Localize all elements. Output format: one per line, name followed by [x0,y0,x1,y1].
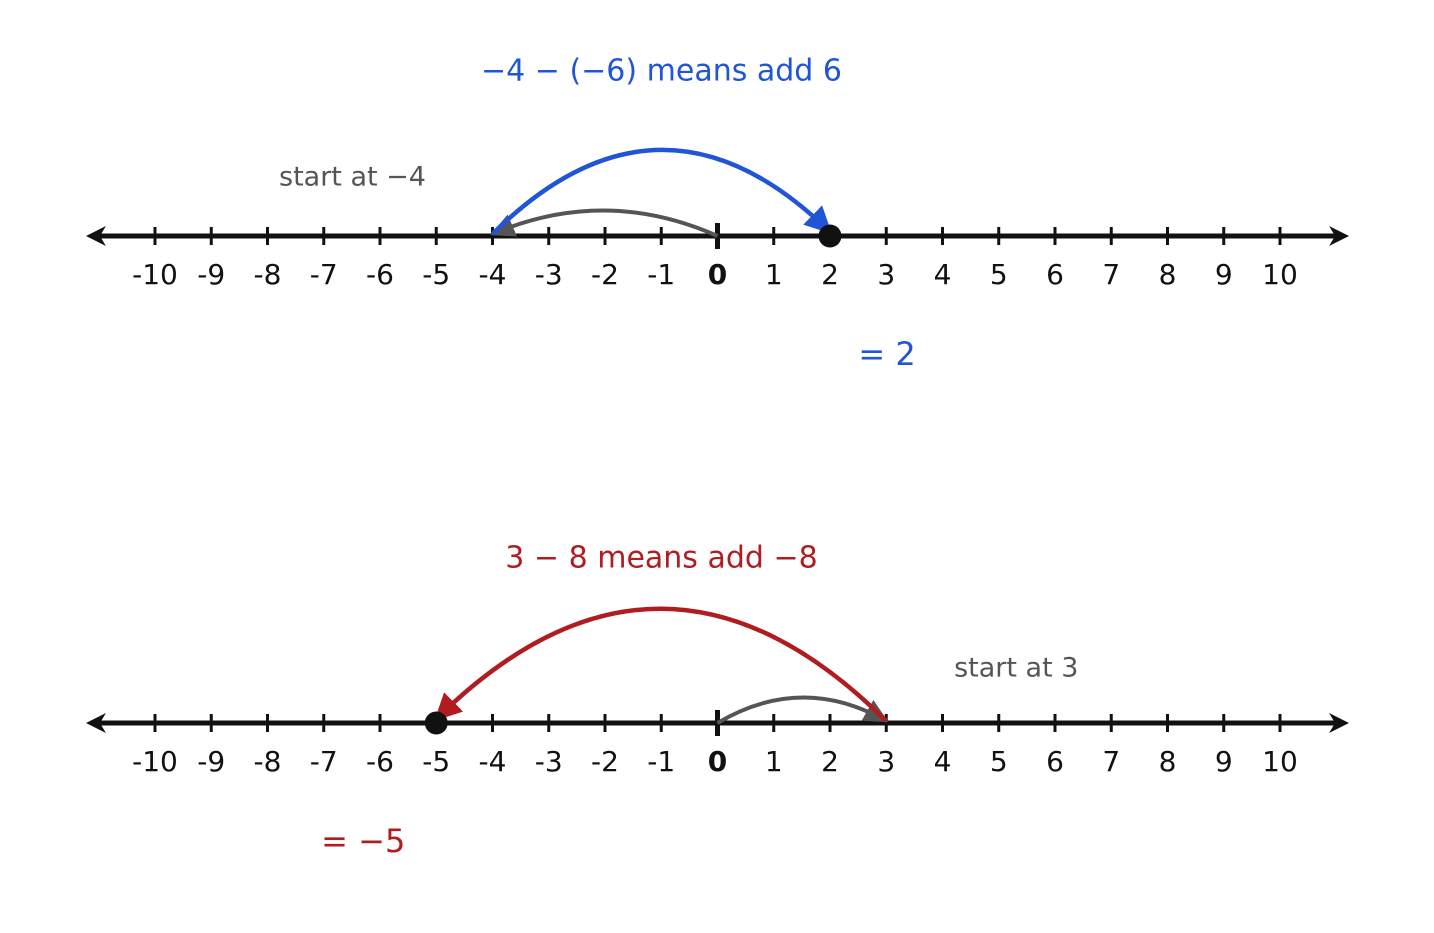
tick-label: 2 [821,745,839,778]
tick-label: -9 [197,258,225,291]
tick-label: -1 [647,745,675,778]
tick-label: -10 [132,745,178,778]
tick-label: 5 [990,745,1008,778]
title: −4 − (−6) means add 6 [481,54,842,89]
tick-label: 9 [1215,745,1233,778]
tick-label: 0 [708,745,727,778]
tick-label: -1 [647,258,675,291]
start-label: start at −4 [279,162,426,193]
start-label: start at 3 [954,653,1078,684]
tick-label: -5 [422,258,450,291]
result: = 2 [858,335,915,373]
tick-label: -7 [310,258,338,291]
tick-label: 5 [990,258,1008,291]
tick-label: 8 [1159,258,1177,291]
tick-label: -2 [591,745,619,778]
result: = −5 [321,822,405,860]
tick-label: 1 [765,258,783,291]
end-dot [818,224,842,248]
tick-label: -7 [310,745,338,778]
tick-label: -8 [254,745,282,778]
title: 3 − 8 means add −8 [505,541,817,576]
tick-label: -8 [254,258,282,291]
tick-label: 7 [1102,258,1120,291]
tick-label: -4 [479,745,507,778]
tick-label: -3 [535,258,563,291]
tick-label: -6 [366,745,394,778]
tick-label: 10 [1262,745,1298,778]
tick-label: -9 [197,745,225,778]
tick-label: 2 [821,258,839,291]
jump-arc [434,606,888,723]
tick-label: 4 [934,745,952,778]
end-dot [424,711,448,735]
tick-label: 8 [1159,745,1177,778]
tick-label: 3 [877,258,895,291]
tick-label: -3 [535,745,563,778]
tick-label: 6 [1046,745,1064,778]
jump-arc [490,147,832,236]
tick-label: -10 [132,258,178,291]
tick-label: 10 [1262,258,1298,291]
tick-label: -2 [591,258,619,291]
tick-label: 1 [765,745,783,778]
tick-label: 7 [1102,745,1120,778]
start-arc [490,208,719,238]
tick-label: -6 [366,258,394,291]
tick-label: -5 [422,745,450,778]
tick-label: 9 [1215,258,1233,291]
tick-label: 3 [877,745,895,778]
tick-label: 6 [1046,258,1064,291]
tick-label: 4 [934,258,952,291]
start-arc [716,695,889,725]
tick-label: -4 [479,258,507,291]
tick-label: 0 [708,258,727,291]
